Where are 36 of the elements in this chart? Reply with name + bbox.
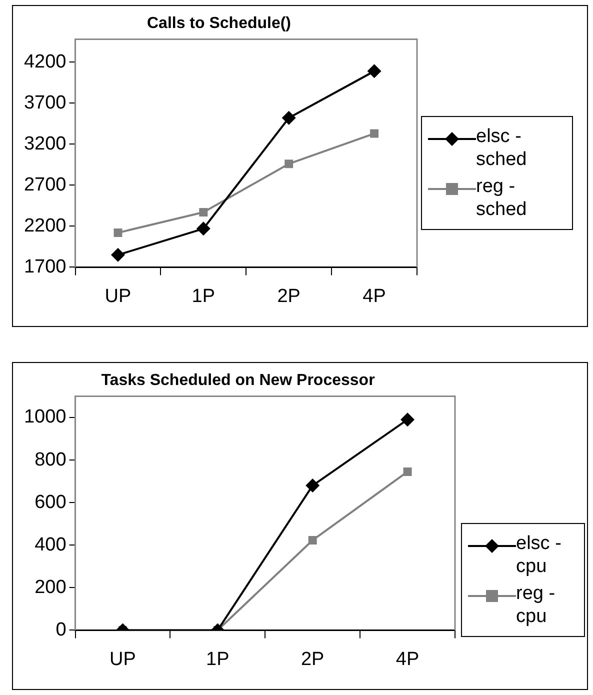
- point: [370, 129, 379, 138]
- y-tick-label: 0: [56, 619, 66, 640]
- x-tick-label: 4P: [362, 286, 386, 307]
- point: [114, 228, 122, 237]
- y-tick-label: 4200: [24, 51, 66, 72]
- y-tick-label: 2200: [24, 215, 66, 236]
- x-tick-label: 2P: [277, 286, 300, 307]
- x-tick-label: 2P: [300, 648, 324, 670]
- y-tick-label: 2700: [24, 174, 66, 196]
- x-tick-label: UP: [110, 648, 136, 670]
- chart-title: Calls to Schedule(): [146, 15, 292, 32]
- x-tick-label: 4P: [396, 648, 420, 670]
- x-tick-label: 1P: [206, 648, 230, 670]
- point: [196, 222, 210, 236]
- y-tick-label: 800: [34, 449, 66, 470]
- x-tick-label: 1P: [192, 286, 216, 307]
- point: [403, 467, 412, 476]
- point: [110, 248, 125, 262]
- chart-title: Tasks Scheduled on New Processor: [101, 372, 375, 390]
- x-tick-label: UP: [104, 286, 132, 307]
- point: [306, 478, 320, 493]
- y-tick-label: 1000: [24, 406, 66, 428]
- legend-label: reg - cpu: [516, 582, 556, 628]
- point: [284, 160, 294, 168]
- point: [308, 536, 317, 544]
- y-tick-label: 3200: [24, 133, 66, 154]
- y-tick-label: 1700: [24, 256, 66, 278]
- legend-label: reg - sched: [476, 175, 528, 221]
- y-tick-label: 200: [34, 576, 66, 598]
- point: [367, 64, 382, 78]
- y-tick-label: 3700: [24, 92, 66, 114]
- y-tick-label: 400: [34, 534, 66, 556]
- point: [199, 208, 208, 216]
- y-tick-label: 600: [34, 492, 66, 513]
- point: [282, 110, 296, 125]
- point: [400, 412, 415, 427]
